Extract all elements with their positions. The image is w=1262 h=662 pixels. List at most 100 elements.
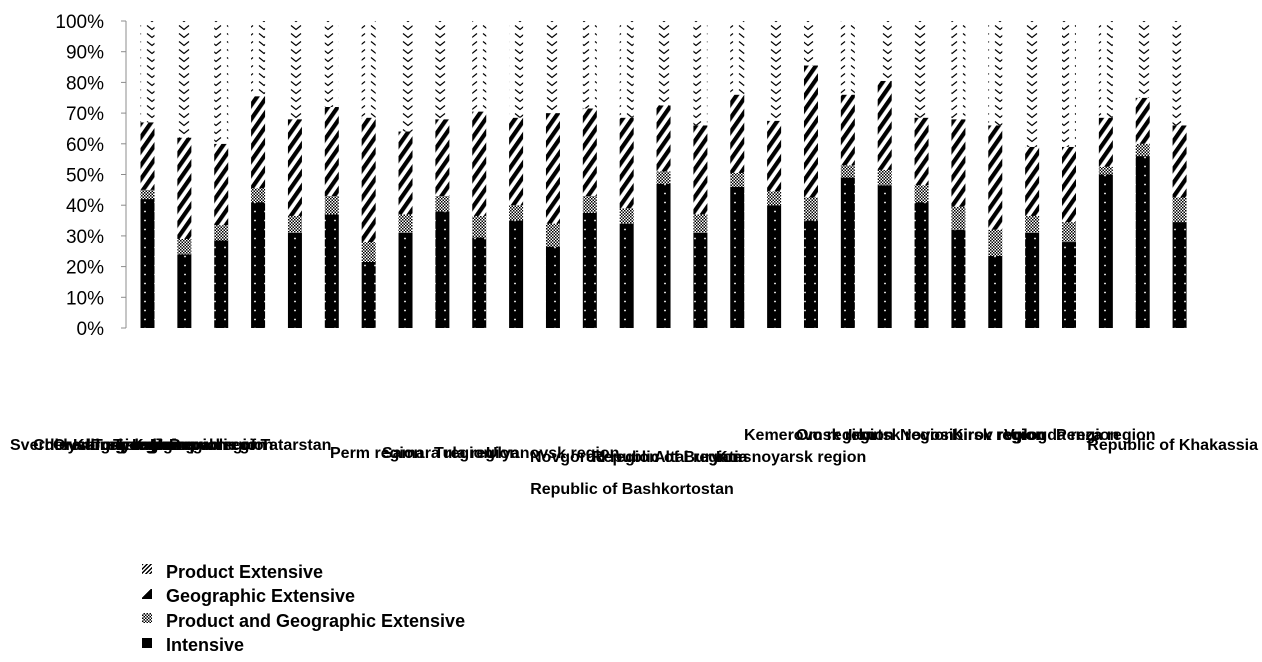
bar-product-and-geographic-extensive-29	[1172, 197, 1187, 223]
y-tick-label: 20%	[66, 258, 104, 279]
bar-intensive-15	[656, 183, 671, 328]
category-label-tula-region: Tula region	[434, 445, 519, 462]
bar-product-extensive-15	[656, 21, 671, 106]
bar-product-extensive-23	[951, 21, 966, 120]
bar-intensive-14	[619, 223, 634, 328]
bar-geographic-extensive-25	[1025, 146, 1040, 216]
bar-product-extensive-27	[1098, 21, 1113, 118]
bar-product-and-geographic-extensive-3	[214, 225, 229, 241]
legend-item-product-and-geographic-extensive: Product and Geographic Extensive	[142, 609, 465, 634]
legend-item-intensive: Intensive	[142, 634, 465, 659]
category-label-novosibirsk-region: Novosibirsk region	[900, 427, 1045, 444]
bar-intensive-24	[988, 255, 1003, 328]
y-tick-label: 50%	[66, 166, 104, 187]
bar-product-and-geographic-extensive-16	[693, 214, 708, 233]
bar-product-and-geographic-extensive-2	[177, 238, 192, 255]
bar-product-extensive-16	[693, 21, 708, 126]
bar-intensive-17	[730, 186, 745, 328]
legend: Product Extensive Geographic Extensive P…	[142, 560, 465, 658]
bar-geographic-extensive-8	[398, 131, 413, 215]
bar-product-extensive-2	[177, 21, 192, 138]
category-label-kaliningrad-region: Kaliningrad region	[132, 437, 273, 454]
bar-intensive-5	[287, 232, 302, 328]
category-label-altai-region: Altai region	[654, 449, 742, 466]
legend-swatch-geographic-extensive	[142, 588, 152, 599]
bar-product-extensive-9	[435, 21, 450, 120]
category-label-tomsk-region: Tomsk region	[93, 437, 197, 454]
bar-geographic-extensive-3	[214, 143, 229, 226]
legend-label: Product and Geographic Extensive	[166, 610, 466, 631]
bar-product-extensive-20	[840, 21, 855, 95]
category-label-krasnoyarsk-region: Krasnoyarsk region	[716, 449, 866, 466]
bar-product-extensive-28	[1135, 21, 1150, 98]
bar-product-and-geographic-extensive-13	[582, 195, 597, 213]
bar-geographic-extensive-10	[472, 111, 487, 216]
bar-product-extensive-25	[1025, 21, 1040, 147]
category-label-sverdlovsk-region: Sverdlovsk region	[10, 437, 149, 454]
bars	[140, 21, 1187, 329]
bar-product-extensive-4	[251, 21, 266, 97]
category-label-moscow-region: Moscow region	[150, 437, 266, 454]
bar-geographic-extensive-29	[1172, 125, 1187, 198]
bar-geographic-extensive-2	[177, 137, 192, 239]
y-tick-label: 30%	[66, 227, 104, 248]
bar-product-and-geographic-extensive-14	[619, 208, 634, 224]
bar-intensive-18	[767, 205, 782, 328]
bar-intensive-4	[251, 202, 266, 328]
bar-geographic-extensive-23	[951, 119, 966, 207]
bar-product-and-geographic-extensive-7	[361, 242, 376, 262]
category-label-ulyanovsk-region: Ulyanovsk region	[486, 445, 619, 462]
bar-product-and-geographic-extensive-6	[324, 195, 339, 215]
bar-product-extensive-29	[1172, 21, 1187, 126]
bar-product-and-geographic-extensive-28	[1135, 143, 1150, 157]
bar-product-extensive-1	[140, 21, 155, 123]
bar-geographic-extensive-20	[840, 94, 855, 166]
y-tick-label: 70%	[66, 104, 104, 125]
bar-product-and-geographic-extensive-25	[1025, 215, 1040, 233]
bar-intensive-13	[582, 212, 597, 329]
bar-intensive-3	[214, 240, 229, 328]
bar-geographic-extensive-1	[140, 122, 155, 190]
bar-intensive-28	[1135, 156, 1150, 328]
category-label-republic-of-buryatia: Republic of Buryatia	[592, 449, 748, 466]
bar-product-and-geographic-extensive-5	[287, 215, 302, 233]
bar-geographic-extensive-16	[693, 125, 708, 215]
bar-intensive-12	[545, 246, 560, 328]
category-label-novgorod-region: Novgorod region	[530, 449, 659, 466]
legend-label: Intensive	[166, 635, 245, 656]
bar-product-extensive-3	[214, 21, 229, 144]
bar-geographic-extensive-18	[767, 120, 782, 192]
bar-product-and-geographic-extensive-23	[951, 206, 966, 230]
bar-intensive-9	[435, 211, 450, 328]
category-label-republic-of-khakassia: Republic of Khakassia	[1087, 437, 1258, 454]
category-label-omsk-region: Omsk region	[796, 427, 894, 444]
bar-intensive-29	[1172, 222, 1187, 328]
legend-item-geographic-extensive: Geographic Extensive	[142, 585, 465, 610]
bar-product-and-geographic-extensive-15	[656, 171, 671, 184]
bar-intensive-7	[361, 262, 376, 328]
bar-product-and-geographic-extensive-17	[730, 172, 745, 187]
bar-intensive-2	[177, 254, 192, 328]
bar-product-extensive-22	[914, 21, 929, 118]
category-label-penza-region: Penza region	[1056, 427, 1156, 444]
category-label-vologda-region: Vologda region	[1004, 427, 1119, 444]
bar-intensive-20	[840, 177, 855, 328]
category-label-tyumen-region: Tyumen region	[113, 437, 227, 454]
bar-geographic-extensive-24	[988, 125, 1003, 230]
category-label-republic-of-tatarstan: Republic of Tatarstan	[169, 437, 331, 454]
bar-intensive-23	[951, 229, 966, 328]
legend-item-product-extensive: Product Extensive	[142, 560, 465, 585]
bar-geographic-extensive-15	[656, 105, 671, 172]
bar-product-extensive-14	[619, 21, 634, 118]
bar-product-and-geographic-extensive-24	[988, 229, 1003, 256]
y-axis-ticks: 0% 10% 20% 30% 40% 50% 60% 70% 80% 90% 100%	[55, 12, 126, 340]
bar-product-extensive-12	[545, 21, 560, 114]
category-label-chelyabinsk-region: Chelyabinsk region	[33, 437, 181, 454]
bar-geographic-extensive-14	[619, 117, 634, 209]
category-label-republic-of-bashkortostan: Republic of Bashkortostan	[530, 481, 734, 498]
y-tick-label: 0%	[77, 319, 105, 340]
legend-label: Product Extensive	[166, 561, 324, 582]
y-tick-label: 40%	[66, 196, 104, 217]
bar-product-extensive-10	[472, 21, 487, 112]
